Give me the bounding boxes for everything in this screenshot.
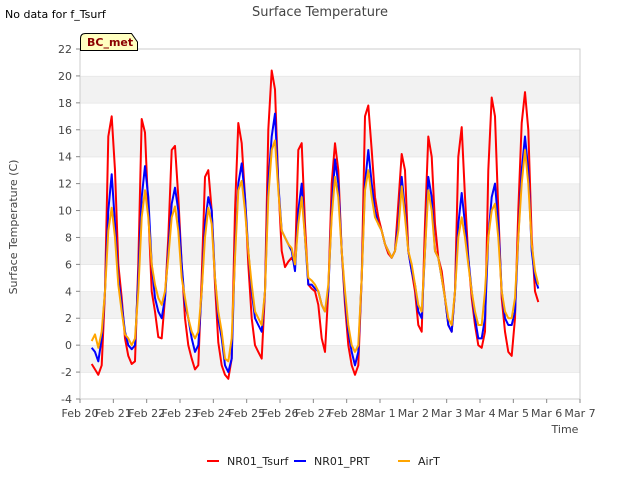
grid-band [80,345,580,373]
grid-band [80,372,580,399]
grid-band [80,129,580,157]
series-lines [90,69,540,380]
y-tick-label: 8 [65,231,72,244]
legend-label: NR01_Tsurf [227,455,289,468]
x-tick-label: Feb 20 [62,407,99,420]
site-badge-label: BC_met [87,36,133,49]
y-tick-label: 6 [65,258,72,271]
y-axis: -4 -2 0 2 4 6 8 10 12 14 16 18 20 22 [58,43,80,406]
series-line-airt [90,139,540,363]
plot-frame [79,48,581,400]
legend-label: NR01_PRT [314,455,370,468]
legend: NR01_Tsurf NR01_PRT AirT [207,455,440,468]
x-axis-title: Time [551,423,579,436]
y-tick-label: 0 [65,339,72,352]
y-tick-label: 2 [65,312,72,325]
x-tick-label: Mar 3 [431,407,462,420]
y-tick-label: 12 [58,178,72,191]
x-tick-label: Feb 25 [228,407,265,420]
x-tick-label: Mar 1 [364,407,395,420]
grid-band [80,49,580,76]
x-tick-label: Mar 7 [564,407,595,420]
x-tick-label: Feb 23 [162,407,199,420]
y-tick-label: 14 [58,151,72,164]
y-tick-label: 4 [65,285,72,298]
y-tick-label: 20 [58,70,72,83]
y-tick-label: 18 [58,97,72,110]
x-tick-label: Mar 2 [398,407,429,420]
x-tick-label: Feb 26 [262,407,299,420]
grid-band [80,156,580,184]
y-tick-label: -4 [61,393,72,406]
x-tick-label: Mar 6 [531,407,562,420]
grid-band [80,75,580,103]
legend-label: AirT [418,455,440,468]
x-tick-label: Feb 21 [95,407,132,420]
y-tick-label: -2 [61,366,72,379]
grid-band [80,102,580,130]
site-badge [80,33,138,51]
x-tick-label: Feb 27 [295,407,332,420]
x-tick-label: Mar 5 [498,407,529,420]
y-axis-title: Surface Temperature (C) [7,160,20,295]
x-tick-label: Feb 24 [195,407,232,420]
x-tick-label: Feb 28 [328,407,365,420]
y-tick-label: 16 [58,124,72,137]
y-tick-label: 10 [58,205,72,218]
x-tick-label: Mar 4 [464,407,495,420]
no-data-message: No data for f_Tsurf [5,8,107,21]
chart-title: Surface Temperature [252,5,388,20]
y-tick-label: 22 [58,43,72,56]
x-tick-label: Feb 22 [128,407,165,420]
